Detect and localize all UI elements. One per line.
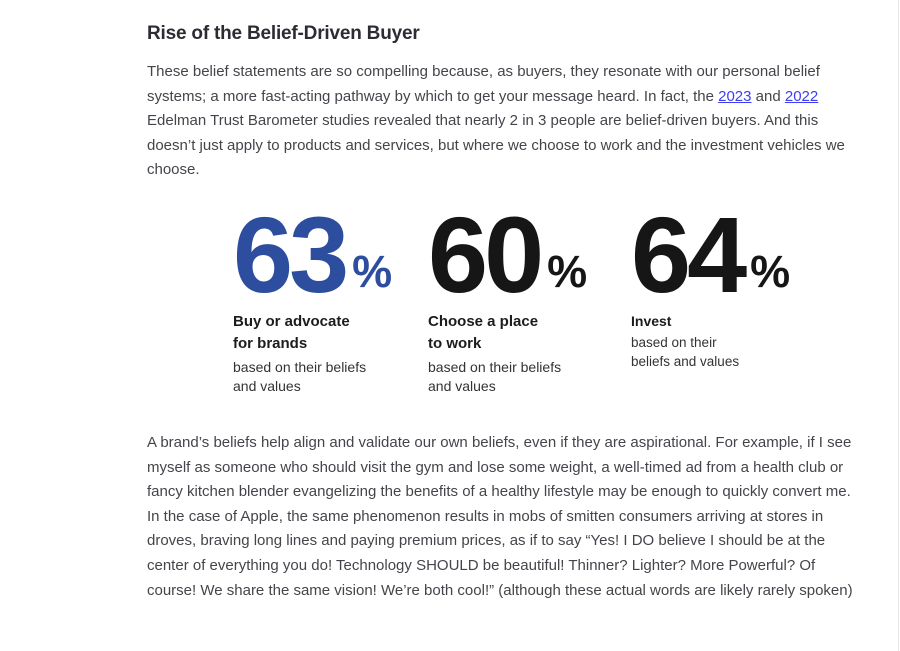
page-right-edge-line (898, 0, 899, 651)
link-2023[interactable]: 2023 (718, 87, 752, 105)
body-paragraph: A brand’s beliefs help align and validat… (147, 433, 860, 599)
stat-title: Choose a place to work (428, 311, 631, 356)
stat-subtitle: based on their beliefs and values (631, 333, 791, 371)
stat-title: Invest (631, 311, 791, 332)
stat-invest: 64 % Invest based on their beliefs and v… (631, 193, 791, 397)
stat-number-work: 60 % (428, 193, 631, 315)
stat-buy-or-advocate: 63 % Buy or advocate for brands based on… (233, 193, 428, 397)
stat-title-line: Invest (631, 312, 672, 329)
stat-title: Buy or advocate for brands (233, 311, 428, 356)
intro-text-1: These belief statements are so compellin… (147, 63, 825, 105)
stat-number-invest: 64 % (631, 193, 791, 315)
link-2022[interactable]: 2022 (784, 87, 819, 105)
stat-title-line: to work (428, 335, 482, 353)
stat-subtitle-line: and values (428, 378, 496, 395)
intro-text-2: and (751, 87, 785, 105)
article-content: Rise of the Belief-Driven Buyer These be… (147, 23, 860, 599)
stat-title-line: for brands (233, 335, 308, 353)
stat-label-buy: Buy or advocate for brands based on thei… (233, 311, 428, 397)
stat-label-work: Choose a place to work based on their be… (428, 311, 631, 397)
stat-label-invest: Invest based on their beliefs and values (631, 311, 791, 371)
percent-sign: % (352, 245, 393, 297)
stat-number-buy: 63 % (233, 193, 428, 315)
stat-subtitle-line: and values (233, 378, 301, 395)
stat-subtitle-line: based on their (631, 334, 717, 350)
percent-sign: % (547, 245, 588, 297)
stat-subtitle: based on their beliefs and values (233, 358, 428, 397)
stat-value: 60 (428, 193, 544, 315)
stat-value: 63 (233, 193, 349, 315)
section-heading: Rise of the Belief-Driven Buyer (147, 23, 420, 44)
stat-title-line: Buy or advocate (233, 312, 350, 330)
stat-subtitle-line: based on their beliefs (233, 358, 367, 375)
intro-paragraph: These belief statements are so compellin… (147, 60, 853, 183)
stat-subtitle-line: beliefs and values (631, 353, 740, 369)
percent-sign: % (750, 245, 791, 297)
stat-subtitle: based on their beliefs and values (428, 358, 631, 397)
stat-subtitle-line: based on their beliefs (428, 358, 562, 375)
stat-value: 64 (631, 193, 747, 315)
intro-text-3: Edelman Trust Barometer studies revealed… (147, 87, 850, 179)
belief-driven-stats-figure: 63 % Buy or advocate for brands based on… (233, 193, 853, 397)
stat-title-line: Choose a place (428, 312, 539, 330)
stat-choose-place-to-work: 60 % Choose a place to work based on the… (428, 193, 631, 397)
